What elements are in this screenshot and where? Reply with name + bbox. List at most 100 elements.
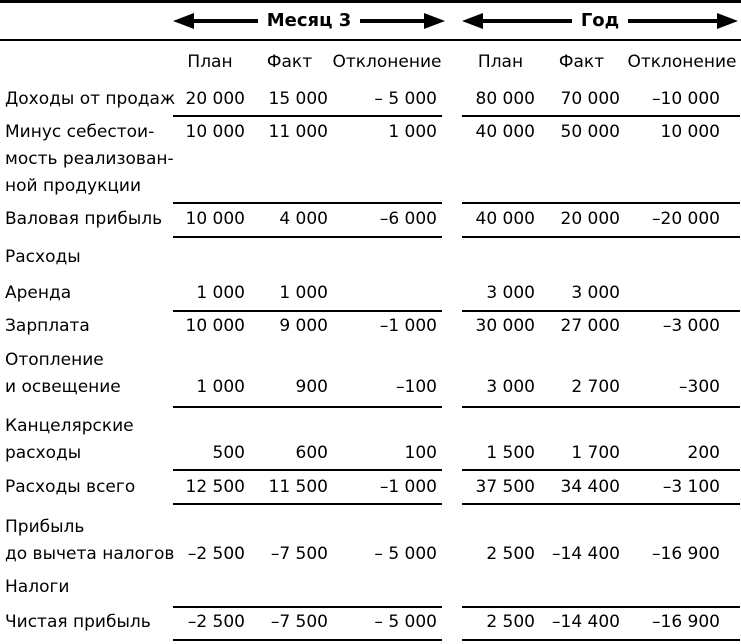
row-label: Доходы от продаж xyxy=(5,89,176,109)
cell-value: 1 000 xyxy=(196,283,245,303)
arrow-shaft xyxy=(483,19,572,23)
col-header-month-deviation: Отклонение xyxy=(332,52,442,72)
table-row: Чистая прибыль –2 500 –7 500 – 5 000 2 500 –1… xyxy=(0,609,740,636)
rule-year-segment xyxy=(462,406,740,408)
table-row: Расходы xyxy=(0,244,740,271)
cell-value: –300 xyxy=(679,377,720,397)
arrow-left-icon xyxy=(173,13,194,29)
rule-year-segment xyxy=(462,236,740,238)
ruled-line xyxy=(0,639,740,641)
cell-value: 1 500 xyxy=(486,443,535,463)
cell-value: –14 400 xyxy=(552,544,620,564)
cell-value: 30 000 xyxy=(475,316,535,336)
cell-value: 80 000 xyxy=(475,89,535,109)
column-group-header: Месяц 3 Год xyxy=(0,3,741,39)
cell-value: 10 000 xyxy=(185,209,245,229)
cell-value: –6 000 xyxy=(379,209,437,229)
table-top-border xyxy=(0,0,741,3)
group-gap xyxy=(442,574,462,601)
row-label: Валовая прибыль xyxy=(5,209,163,229)
table-row: Аренда 1 000 1 000 3 000 3 000 xyxy=(0,280,740,307)
rule-month-segment xyxy=(173,115,442,117)
cell-value: 4 000 xyxy=(279,209,328,229)
cell-value: 9 000 xyxy=(279,316,328,336)
cell-value: 2 500 xyxy=(486,612,535,632)
cell-value: 70 000 xyxy=(560,89,620,109)
cell-value: –7 500 xyxy=(270,612,328,632)
row-label: Расходы всего xyxy=(5,477,136,497)
row-label: Отопление и освещение xyxy=(5,350,121,397)
ruled-line xyxy=(0,406,740,408)
rule-month-segment xyxy=(173,469,442,471)
group-gap xyxy=(442,514,462,568)
table-body: Доходы от продаж 20 000 15 000 – 5 000 80 00… xyxy=(0,86,741,641)
rule-month-segment xyxy=(173,503,442,505)
rule-year-segment xyxy=(462,310,740,312)
cell-value: 10 000 xyxy=(185,316,245,336)
cell-value: 900 xyxy=(295,377,328,397)
cell-value: – 5 000 xyxy=(374,612,437,632)
cell-value: 37 500 xyxy=(475,477,535,497)
col-header-month-plan: План xyxy=(187,52,233,72)
arrow-shaft xyxy=(360,19,425,23)
cell-value: –16 900 xyxy=(652,612,720,632)
cell-value: 40 000 xyxy=(475,209,535,229)
table-row: Минус себестои-мость реализован-ной прод… xyxy=(0,119,740,200)
cell-value: 10 000 xyxy=(185,122,245,142)
ruled-line xyxy=(0,310,740,312)
arrow-shaft xyxy=(194,19,258,23)
table-row: Прибыль до вычета налогов –2 500 –7 500 – 5 … xyxy=(0,514,740,568)
arrow-shaft xyxy=(628,19,717,23)
ruled-line xyxy=(0,503,740,505)
group-gap xyxy=(442,280,462,307)
rule-month-segment xyxy=(173,202,442,204)
label-column-spacer xyxy=(0,49,173,76)
cell-value: –1 000 xyxy=(379,316,437,336)
row-label: Чистая прибыль xyxy=(5,612,151,632)
cell-value: –1 000 xyxy=(379,477,437,497)
cell-value: 600 xyxy=(295,443,328,463)
header-divider-line xyxy=(0,39,741,41)
cell-value: 20 000 xyxy=(185,89,245,109)
group-month: Месяц 3 xyxy=(173,3,446,39)
group-gap xyxy=(442,347,462,401)
cell-value: 1 000 xyxy=(388,122,437,142)
cell-value: 10 000 xyxy=(660,122,720,142)
row-label: Прибыль до вычета налогов xyxy=(5,517,175,564)
cell-value: 34 400 xyxy=(560,477,620,497)
cell-value: 11 000 xyxy=(268,122,328,142)
cell-value: –16 900 xyxy=(652,544,720,564)
group-month-label: Месяц 3 xyxy=(266,10,352,31)
rule-year-segment xyxy=(462,115,740,117)
rule-month-segment xyxy=(173,406,442,408)
rule-month-segment xyxy=(173,639,442,641)
cell-value: 3 000 xyxy=(486,283,535,303)
row-label: Зарплата xyxy=(5,316,90,336)
group-gap xyxy=(442,49,462,76)
cell-value: 3 000 xyxy=(486,377,535,397)
rule-year-segment xyxy=(462,606,740,608)
table-row: Налоги xyxy=(0,574,740,601)
column-headers: План Факт Отклонение План Факт Отклонени… xyxy=(0,49,740,76)
cell-value: –10 000 xyxy=(652,89,720,109)
cell-value: 2 500 xyxy=(486,544,535,564)
col-header-year-fact: Факт xyxy=(558,52,605,72)
cell-value: – 5 000 xyxy=(374,89,437,109)
rule-month-segment xyxy=(173,236,442,238)
cell-value: 100 xyxy=(404,443,437,463)
rule-year-segment xyxy=(462,202,740,204)
rule-year-segment xyxy=(462,639,740,641)
cell-value: –20 000 xyxy=(652,209,720,229)
cell-value: –14 400 xyxy=(552,612,620,632)
cell-value: – 5 000 xyxy=(374,544,437,564)
row-label: Расходы xyxy=(5,247,81,267)
cell-value: 3 000 xyxy=(571,283,620,303)
col-header-year-plan: План xyxy=(477,52,524,72)
cell-value: 200 xyxy=(687,443,720,463)
group-gap xyxy=(442,206,462,233)
group-gap xyxy=(442,244,462,271)
arrow-right-icon xyxy=(424,13,446,29)
ruled-line xyxy=(0,606,740,608)
rule-year-segment xyxy=(462,503,740,505)
